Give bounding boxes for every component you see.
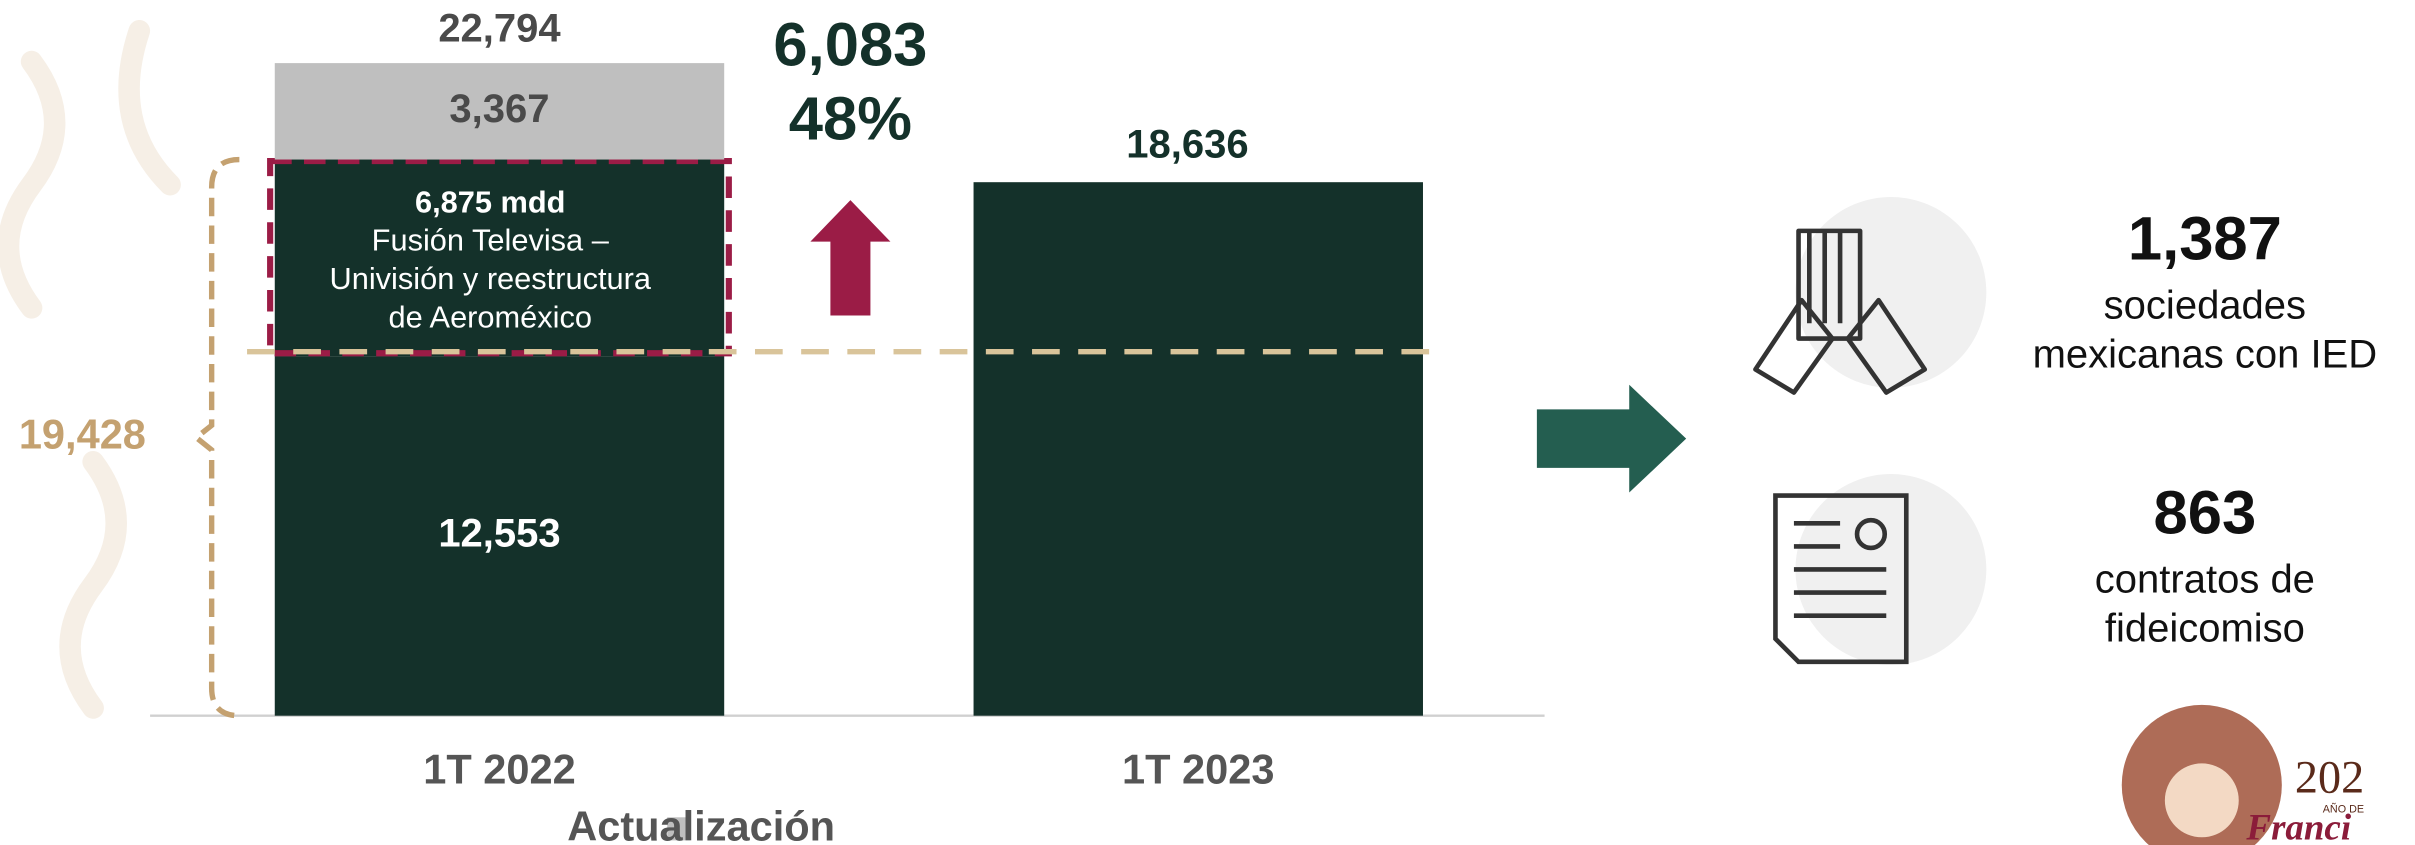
- bracket-label: 19,428: [19, 411, 146, 458]
- stat-caption: sociedades: [2104, 283, 2306, 327]
- x-tick-label: 1T 2022: [423, 746, 575, 793]
- note-line: de Aeroméxico: [388, 300, 592, 335]
- legend-label: Actualización: [567, 803, 835, 845]
- total-label: 22,794: [438, 6, 561, 50]
- stat-value: 863: [2154, 478, 2257, 547]
- bar-segment: [274, 356, 725, 716]
- document-icon: [1773, 493, 1909, 665]
- highlight-box: [267, 157, 732, 357]
- up-arrow: [810, 200, 891, 316]
- logo-text: 202: [2295, 751, 2364, 802]
- right-arrow: [1536, 384, 1687, 493]
- note-line: Fusión Televisa –: [372, 223, 610, 258]
- legend-swatch: [667, 817, 691, 841]
- note-line: Univisión y reestructura: [330, 261, 652, 296]
- change-label: 6,083: [773, 11, 927, 80]
- stat-caption: contratos de: [2095, 557, 2315, 601]
- change-pct-label: 48%: [789, 84, 912, 153]
- stat-value: 1,387: [2128, 204, 2282, 273]
- hands-icon: [1753, 228, 1928, 395]
- bracket: [191, 156, 240, 719]
- bar-segment: [274, 63, 725, 160]
- logo-text: AÑO DE: [2323, 802, 2364, 815]
- background-pattern: [0, 20, 181, 719]
- bar-segment: [973, 182, 1423, 716]
- value-label: 18,636: [1126, 122, 1248, 166]
- value-label: 6,875 mdd: [415, 184, 565, 219]
- stat-caption: fideicomiso: [2105, 607, 2305, 651]
- x-tick-label: 1T 2023: [1122, 746, 1274, 793]
- logo-text: Franci: [2245, 807, 2351, 845]
- value-label: 12,553: [438, 512, 560, 556]
- stat-caption: mexicanas con IED: [2033, 333, 2378, 377]
- value-label: 3,367: [449, 87, 549, 131]
- bar-segment: [274, 159, 725, 357]
- logo: [2121, 704, 2282, 845]
